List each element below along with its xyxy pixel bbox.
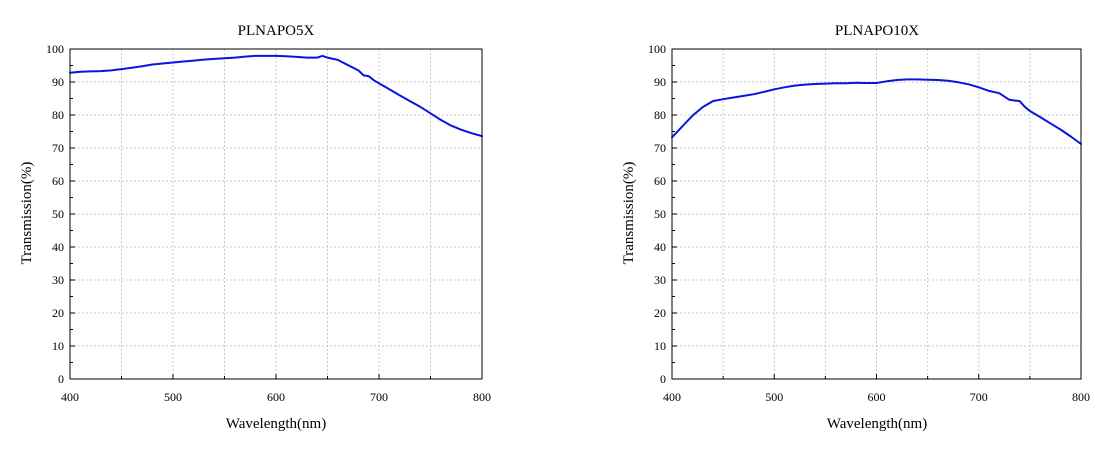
y-tick-label: 80 — [52, 108, 64, 122]
x-axis-label: Wavelength(nm) — [827, 416, 927, 432]
y-tick-label: 40 — [654, 240, 666, 254]
y-tick-label: 90 — [654, 75, 666, 89]
x-tick-label: 600 — [267, 390, 285, 404]
plot-frame — [69, 48, 483, 380]
y-axis-label: Transmission(%) — [621, 162, 637, 265]
plot-frame — [671, 48, 1082, 380]
x-axis-label: Wavelength(nm) — [226, 416, 326, 432]
x-tick-label: 500 — [765, 390, 783, 404]
x-tick-label: 800 — [473, 390, 491, 404]
y-tick-label: 70 — [654, 141, 666, 155]
x-tick-label: 800 — [1072, 390, 1090, 404]
y-tick-label: 60 — [52, 174, 64, 188]
y-tick-label: 20 — [52, 306, 64, 320]
y-tick-label: 30 — [52, 273, 64, 287]
x-tick-label: 700 — [370, 390, 388, 404]
x-tick-label: 500 — [164, 390, 182, 404]
y-tick-label: 20 — [654, 306, 666, 320]
series-line — [69, 54, 483, 138]
x-tick-label: 400 — [663, 390, 681, 404]
y-axis-label: Transmission(%) — [19, 162, 35, 265]
y-tick-label: 80 — [654, 108, 666, 122]
y-tick-label: 60 — [654, 174, 666, 188]
chart-plnapo10x: PLNAPO10X Wavelength(nm) Transmission(%)… — [621, 23, 1090, 432]
x-tick-label: 400 — [61, 390, 79, 404]
y-tick-label: 10 — [654, 339, 666, 353]
y-tick-label: 50 — [52, 207, 64, 221]
y-tick-label: 30 — [654, 273, 666, 287]
y-tick-label: 10 — [52, 339, 64, 353]
x-tick-label: 700 — [970, 390, 988, 404]
y-tick-label: 40 — [52, 240, 64, 254]
series-line — [671, 78, 1082, 145]
chart-title: PLNAPO10X — [835, 23, 919, 39]
y-tick-label: 0 — [58, 372, 64, 386]
chart-plnapo5x: PLNAPO5X Wavelength(nm) Transmission(%) … — [19, 23, 491, 432]
y-tick-label: 50 — [654, 207, 666, 221]
y-tick-label: 100 — [648, 42, 666, 56]
y-tick-label: 70 — [52, 141, 64, 155]
y-tick-label: 90 — [52, 75, 64, 89]
x-tick-label: 600 — [868, 390, 886, 404]
y-tick-label: 100 — [46, 42, 64, 56]
chart-title: PLNAPO5X — [238, 23, 315, 39]
y-tick-label: 0 — [660, 372, 666, 386]
